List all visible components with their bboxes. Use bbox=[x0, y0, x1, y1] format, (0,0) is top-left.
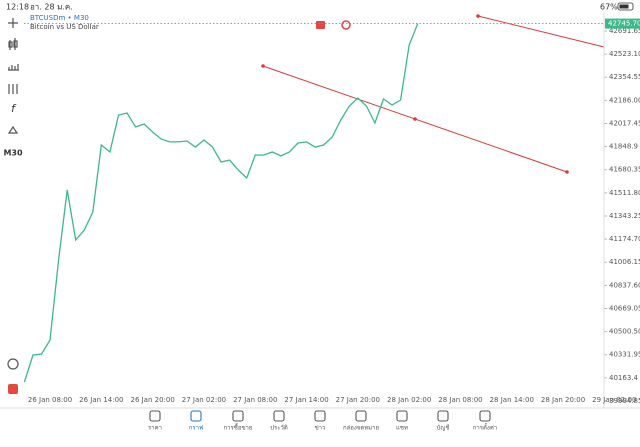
shapes-icon[interactable] bbox=[7, 125, 19, 134]
x-tick-label: 26 Jan 08:00 bbox=[28, 396, 72, 404]
y-tick-label: 42691.65 bbox=[609, 27, 640, 35]
nav-icon[interactable] bbox=[314, 410, 326, 422]
nav-icon[interactable] bbox=[149, 410, 161, 422]
bottom-nav: ราคา กราฟ การซื้อขาย ประวัติ ข่าว กล่องจดหมาย… bbox=[148, 410, 497, 432]
battery-level bbox=[619, 4, 629, 9]
y-tick-label: 42523.10 bbox=[609, 50, 640, 58]
trend-handle[interactable] bbox=[261, 64, 265, 68]
x-tick-label: 28 Jan 20:00 bbox=[541, 396, 585, 404]
x-tick-label: 28 Jan 02:00 bbox=[387, 396, 431, 404]
y-tick-label: 42186.00 bbox=[609, 96, 640, 104]
crosshair-icon[interactable] bbox=[8, 18, 18, 28]
y-tick-label: 41511.80 bbox=[609, 189, 640, 197]
function-icon[interactable]: f bbox=[11, 102, 17, 115]
left-toolbar: f M30 bbox=[3, 18, 23, 394]
y-tick-label: 42017.45 bbox=[609, 119, 640, 127]
status-time: 12:18 bbox=[6, 3, 29, 12]
trend-handle[interactable] bbox=[565, 170, 569, 174]
indicator-icon[interactable] bbox=[8, 84, 18, 94]
nav-label[interactable]: กราฟ bbox=[189, 425, 203, 432]
y-tick-label: 39994.85 bbox=[609, 397, 640, 405]
nav-label[interactable]: แชท bbox=[396, 425, 408, 432]
battery-icon bbox=[617, 2, 634, 11]
price-line bbox=[23, 23, 419, 383]
x-tick-label: 27 Jan 02:00 bbox=[182, 396, 226, 404]
x-tick-label: 26 Jan 14:00 bbox=[79, 396, 123, 404]
x-tick-label: 27 Jan 14:00 bbox=[284, 396, 328, 404]
nav-label[interactable]: การตั้งค่า bbox=[473, 422, 497, 432]
trade-button[interactable] bbox=[341, 20, 351, 30]
nav-icon[interactable] bbox=[437, 410, 449, 422]
trade-button[interactable] bbox=[316, 21, 325, 29]
chart-subtitle: Bitcoin vs US Dollar bbox=[30, 23, 99, 31]
y-tick-label: 41848.9 bbox=[609, 143, 638, 151]
trend-line[interactable] bbox=[477, 15, 605, 48]
plot: 42691.65 42523.10 42354.55 42186.00 42017.45… bbox=[23, 12, 640, 408]
x-tick-label: 27 Jan 20:00 bbox=[336, 396, 380, 404]
trend-handle[interactable] bbox=[413, 117, 417, 121]
app-icon[interactable] bbox=[8, 384, 18, 394]
nav-label[interactable]: ราคา bbox=[148, 425, 162, 432]
y-tick-label: 41006.15 bbox=[609, 258, 640, 266]
nav-label[interactable]: ข่าว bbox=[315, 425, 326, 432]
nav-label[interactable]: ประวัติ bbox=[270, 425, 288, 432]
y-tick-label: 41343.25 bbox=[609, 212, 640, 220]
candle-icon[interactable] bbox=[8, 38, 18, 50]
x-tick-label: 28 Jan 08:00 bbox=[438, 396, 482, 404]
y-tick-label: 41680.35 bbox=[609, 166, 640, 174]
nav-icon[interactable] bbox=[273, 410, 285, 422]
nav-icon[interactable] bbox=[479, 410, 491, 422]
chart-title: BTCUSDm • M30 bbox=[30, 14, 89, 22]
nav-label[interactable]: บัญชี bbox=[437, 424, 450, 432]
x-tick-label: 27 Jan 08:00 bbox=[233, 396, 277, 404]
nav-icon[interactable] bbox=[190, 410, 202, 422]
y-tick-label: 40669.05 bbox=[609, 304, 640, 312]
y-tick-label: 40163.4 bbox=[609, 374, 638, 382]
nav-icon[interactable] bbox=[355, 410, 367, 422]
y-tick-label: 42354.55 bbox=[609, 73, 640, 81]
status-date: อา. 28 ม.ค. bbox=[30, 3, 73, 12]
current-price-box bbox=[605, 18, 640, 29]
y-tick-label: 40331.95 bbox=[609, 351, 640, 359]
nav-label[interactable]: กล่องจดหมาย bbox=[343, 425, 379, 432]
y-tick-label: 41174.70 bbox=[609, 235, 640, 243]
current-price-label: 42745.70 bbox=[608, 20, 640, 28]
nav-icon[interactable] bbox=[396, 410, 408, 422]
zoom-icon[interactable] bbox=[7, 358, 19, 370]
nav-label[interactable]: การซื้อขาย bbox=[224, 422, 253, 432]
nav-icon[interactable] bbox=[232, 410, 244, 422]
x-tick-label: 29 Jan 02:00 bbox=[592, 396, 636, 404]
x-tick-label: 26 Jan 20:00 bbox=[130, 396, 174, 404]
y-tick-label: 40500.50 bbox=[609, 328, 640, 336]
x-tick-label: 28 Jan 14:00 bbox=[490, 396, 534, 404]
status-battery: 67% bbox=[600, 3, 618, 12]
trend-lines bbox=[261, 14, 605, 174]
timeframe[interactable]: M30 bbox=[3, 149, 23, 158]
bar-icon[interactable] bbox=[8, 64, 19, 71]
trend-handle[interactable] bbox=[476, 14, 480, 18]
y-tick-label: 40837.60 bbox=[609, 281, 640, 289]
